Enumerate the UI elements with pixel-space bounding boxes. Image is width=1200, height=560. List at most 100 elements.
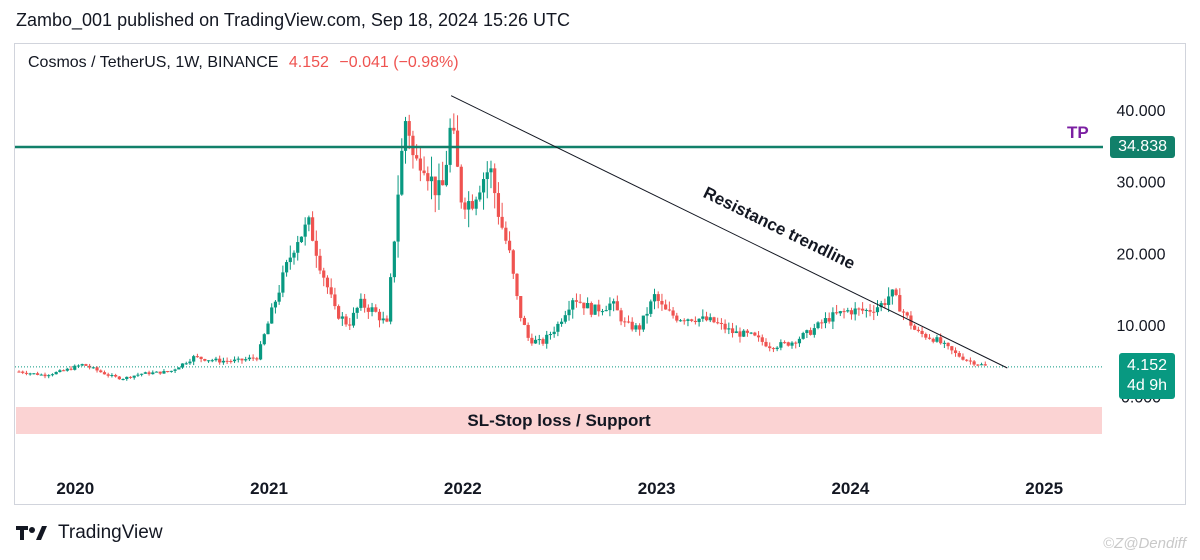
candle-body (463, 202, 467, 210)
candle-body (110, 375, 114, 377)
candle-body (374, 307, 378, 312)
candle-body (541, 339, 545, 344)
candle-body (522, 317, 527, 325)
price-change: −0.041 (−0.98%) (339, 54, 459, 71)
candle-body (957, 353, 961, 357)
candle-body (835, 312, 839, 314)
candle-body (396, 194, 400, 242)
x-tick-label: 2021 (250, 479, 288, 498)
candle-body (827, 318, 831, 322)
candle-body (218, 358, 222, 363)
candle-body (39, 374, 43, 376)
x-tick-label: 2024 (831, 479, 869, 498)
candle-body (597, 304, 601, 312)
candle-body (32, 373, 36, 375)
candle-body (322, 270, 326, 278)
candle-body (355, 307, 359, 313)
candle-body (898, 295, 902, 312)
candle-body (258, 344, 263, 360)
candle-body (920, 330, 924, 335)
candle-body (727, 328, 731, 330)
candle-body (548, 334, 553, 336)
candle-body (556, 323, 560, 332)
candle-body (478, 192, 482, 200)
last-price: 4.152 (288, 54, 329, 71)
candle-body (385, 318, 389, 322)
candle-body (656, 294, 660, 301)
candle-body (808, 330, 813, 335)
y-tick-label: 40.000 (1117, 103, 1166, 120)
candle-body (333, 294, 337, 307)
candle-body (782, 342, 787, 344)
candle-body (649, 301, 653, 314)
candle-body (838, 311, 842, 314)
candle-body (768, 346, 772, 349)
candle-body (125, 376, 129, 380)
candle-body (701, 316, 705, 319)
resistance-trendline (450, 95, 1008, 369)
candle-body (916, 329, 920, 331)
candle-body (771, 348, 776, 350)
candle-body (459, 166, 463, 203)
candle-body (359, 298, 363, 308)
candle-body (344, 316, 348, 325)
chart-legend: Cosmos / TetherUS, 1W, BINANCE 4.152 −0.… (28, 54, 459, 72)
candle-body (429, 176, 434, 182)
candle-body (664, 304, 668, 310)
candle-body (883, 303, 887, 305)
candle-body (675, 315, 679, 321)
candle-body (593, 304, 597, 315)
x-axis: 2020 2021 2022 2023 2024 2025 (56, 479, 1063, 498)
candle-body (935, 337, 939, 342)
candle-body (444, 164, 448, 186)
candle-body (972, 361, 976, 365)
candle-body (849, 310, 854, 315)
candle-body (652, 294, 657, 302)
candle-body (626, 321, 631, 323)
candle-body (965, 359, 969, 361)
candle-body (106, 374, 110, 376)
candle-body (604, 310, 608, 312)
candle-body (563, 315, 567, 322)
candle-body (983, 364, 987, 366)
candle-body (875, 307, 880, 313)
candle-body (697, 318, 701, 323)
candle-body (667, 309, 671, 311)
candle-body (262, 334, 266, 345)
candle-body (619, 310, 623, 322)
candle-body (214, 358, 218, 361)
candle-body (507, 240, 512, 251)
candle-body (734, 331, 738, 334)
candle-body (779, 342, 783, 348)
candle-body (485, 172, 489, 180)
candle-body (158, 371, 162, 374)
candle-body (340, 316, 344, 319)
candle-body (266, 323, 270, 335)
chart-canvas[interactable]: 2020 2021 2022 2023 2024 2025 40.000 30.000 20.… (15, 44, 1185, 504)
candle-body (277, 292, 281, 302)
candle-body (411, 135, 415, 156)
tp-price-tag: 34.838 (1110, 136, 1175, 158)
candle-body (474, 199, 478, 209)
candle-body (786, 342, 790, 346)
candle-body (284, 262, 289, 273)
x-tick-label: 2022 (444, 479, 482, 498)
candle-body (634, 325, 638, 330)
candle-body (292, 252, 296, 258)
candle-body (552, 331, 556, 335)
tradingview-logo-icon (16, 526, 47, 540)
candle-body (351, 312, 356, 326)
candle-body (831, 312, 835, 322)
candle-body (184, 363, 188, 365)
candle-body (195, 356, 199, 358)
sl-label: SL-Stop loss / Support (467, 410, 651, 430)
candle-body (177, 367, 181, 370)
candle-body (303, 224, 307, 237)
candle-body (314, 240, 318, 256)
candle-body (329, 287, 333, 295)
candle-body (229, 361, 233, 363)
candle-body (188, 361, 192, 364)
candle-body (939, 337, 943, 344)
candle-body (686, 319, 690, 321)
candle-body (530, 337, 534, 344)
